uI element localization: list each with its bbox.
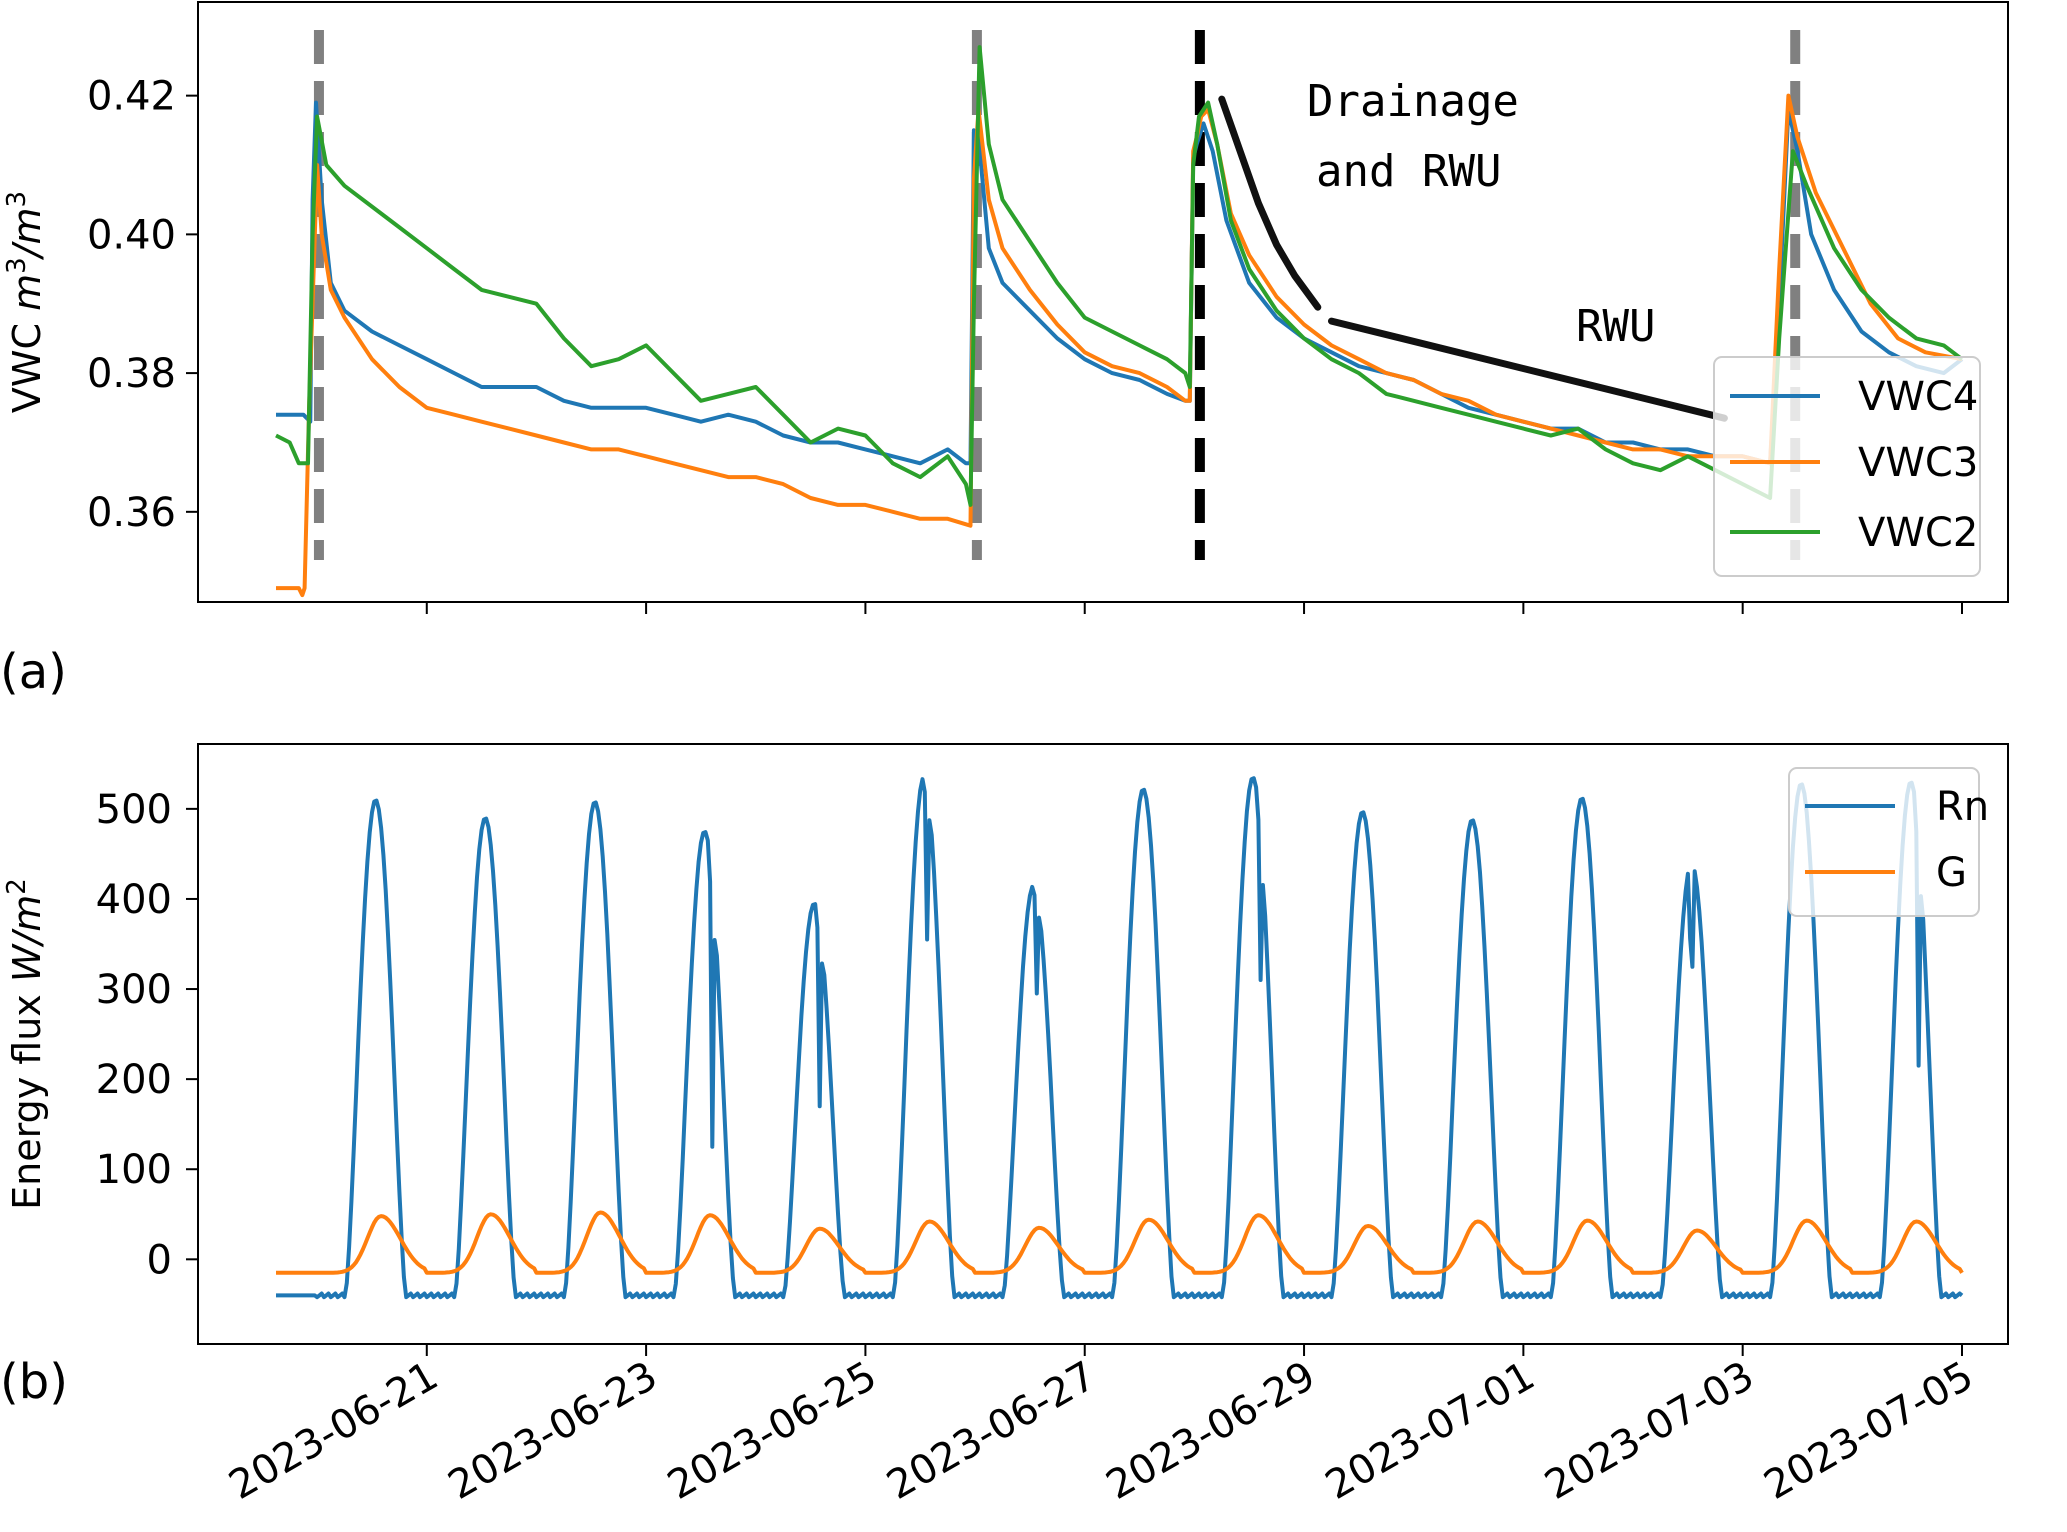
annotation-drainage-line2: and RWU: [1316, 146, 1501, 197]
ylabel-b-exp: 2: [2, 878, 32, 895]
ytick-label-a-2: 0.40: [87, 212, 176, 258]
y-axis-label-energy: Energy flux W/m2: [2, 878, 49, 1210]
x-axis-ticks: 2023-06-212023-06-232023-06-252023-06-27…: [221, 1344, 1981, 1509]
ytick-label-b-5: 500: [96, 787, 172, 833]
rwu-annotation-line: [1328, 317, 1728, 422]
series-line-vwc3: [276, 93, 1963, 598]
y-axis-ticks: 0 100 200 300 400 500: [96, 787, 198, 1283]
panel-a-frame: [197, 1, 2009, 603]
legend-label-rn: Rn: [1936, 784, 1989, 830]
annotation-drainage-line1: Drainage: [1307, 76, 1519, 127]
ylabel-unit-m1: m: [5, 274, 49, 311]
legend-label-vwc4: VWC4: [1858, 374, 1978, 420]
ytick-label-b-0: 0: [147, 1237, 172, 1283]
panel-label-b: (b): [0, 1354, 68, 1410]
xtick-label-5: 2023-07-01: [1318, 1353, 1542, 1509]
ylabel-exp2: 3: [2, 191, 32, 208]
event-markers: [313, 30, 1801, 560]
ylabel-b-m: m: [5, 895, 49, 932]
ytick-label-b-1: 100: [96, 1147, 172, 1193]
y-axis-ticks: 0.36 0.38 0.40 0.42: [87, 74, 198, 536]
vwc-series-group: [275, 45, 1964, 598]
series-line-g: [276, 1210, 1964, 1275]
series-line-rn: [276, 776, 1964, 1300]
legend-a-box: [1713, 356, 1981, 577]
xtick-label-1: 2023-06-23: [441, 1353, 665, 1509]
ytick-label-b-3: 300: [96, 967, 172, 1013]
energy-series-group: [276, 776, 1964, 1300]
series-line-vwc2: [275, 45, 1964, 507]
ytick-label-a-0: 0.36: [87, 490, 176, 536]
xtick-label-4: 2023-06-29: [1099, 1353, 1323, 1509]
ylabel-unit-m2: m: [5, 207, 49, 244]
xtick-label-7: 2023-07-05: [1757, 1353, 1981, 1509]
panel-a-vwc-chart: 0.36 0.38 0.40 0.42 Drainage and RWU RWU VW…: [0, 1, 2009, 700]
ylabel-b-slash: /: [5, 928, 49, 948]
legend-b: Rn G: [1788, 767, 1989, 917]
legend-label-vwc3: VWC3: [1858, 440, 1978, 486]
legend-label-g: G: [1936, 850, 1967, 896]
ytick-label-a-3: 0.42: [87, 74, 176, 120]
ylabel-exp1: 3: [2, 257, 32, 274]
ylabel-b-prefix: Energy flux: [5, 982, 49, 1210]
annotation-curves: [1218, 95, 1728, 422]
x-axis-ticks: [425, 602, 1963, 614]
panel-b-frame: [197, 743, 2009, 1345]
ylabel-prefix: VWC: [5, 311, 49, 413]
legend-label-vwc2: VWC2: [1858, 510, 1978, 556]
annotation-rwu: RWU: [1576, 301, 1655, 352]
ytick-label-a-1: 0.38: [87, 351, 176, 397]
ytick-label-b-2: 200: [96, 1057, 172, 1103]
panel-label-a: (a): [0, 644, 67, 700]
ylabel-b-w: W: [5, 943, 49, 982]
xtick-label-3: 2023-06-27: [879, 1353, 1103, 1509]
drainage-annotation-curve: [1218, 95, 1322, 311]
xtick-label-6: 2023-07-03: [1537, 1353, 1761, 1509]
y-axis-label-vwc: VWC m3/m3: [2, 191, 49, 413]
legend-a: VWC4 VWC3 VWC2: [1713, 356, 1981, 577]
series-line-vwc4: [276, 100, 1964, 466]
ytick-label-b-4: 400: [96, 877, 172, 923]
xtick-label-2: 2023-06-25: [660, 1353, 884, 1509]
xtick-label-0: 2023-06-21: [221, 1353, 445, 1509]
ylabel-slash: /: [5, 240, 49, 260]
